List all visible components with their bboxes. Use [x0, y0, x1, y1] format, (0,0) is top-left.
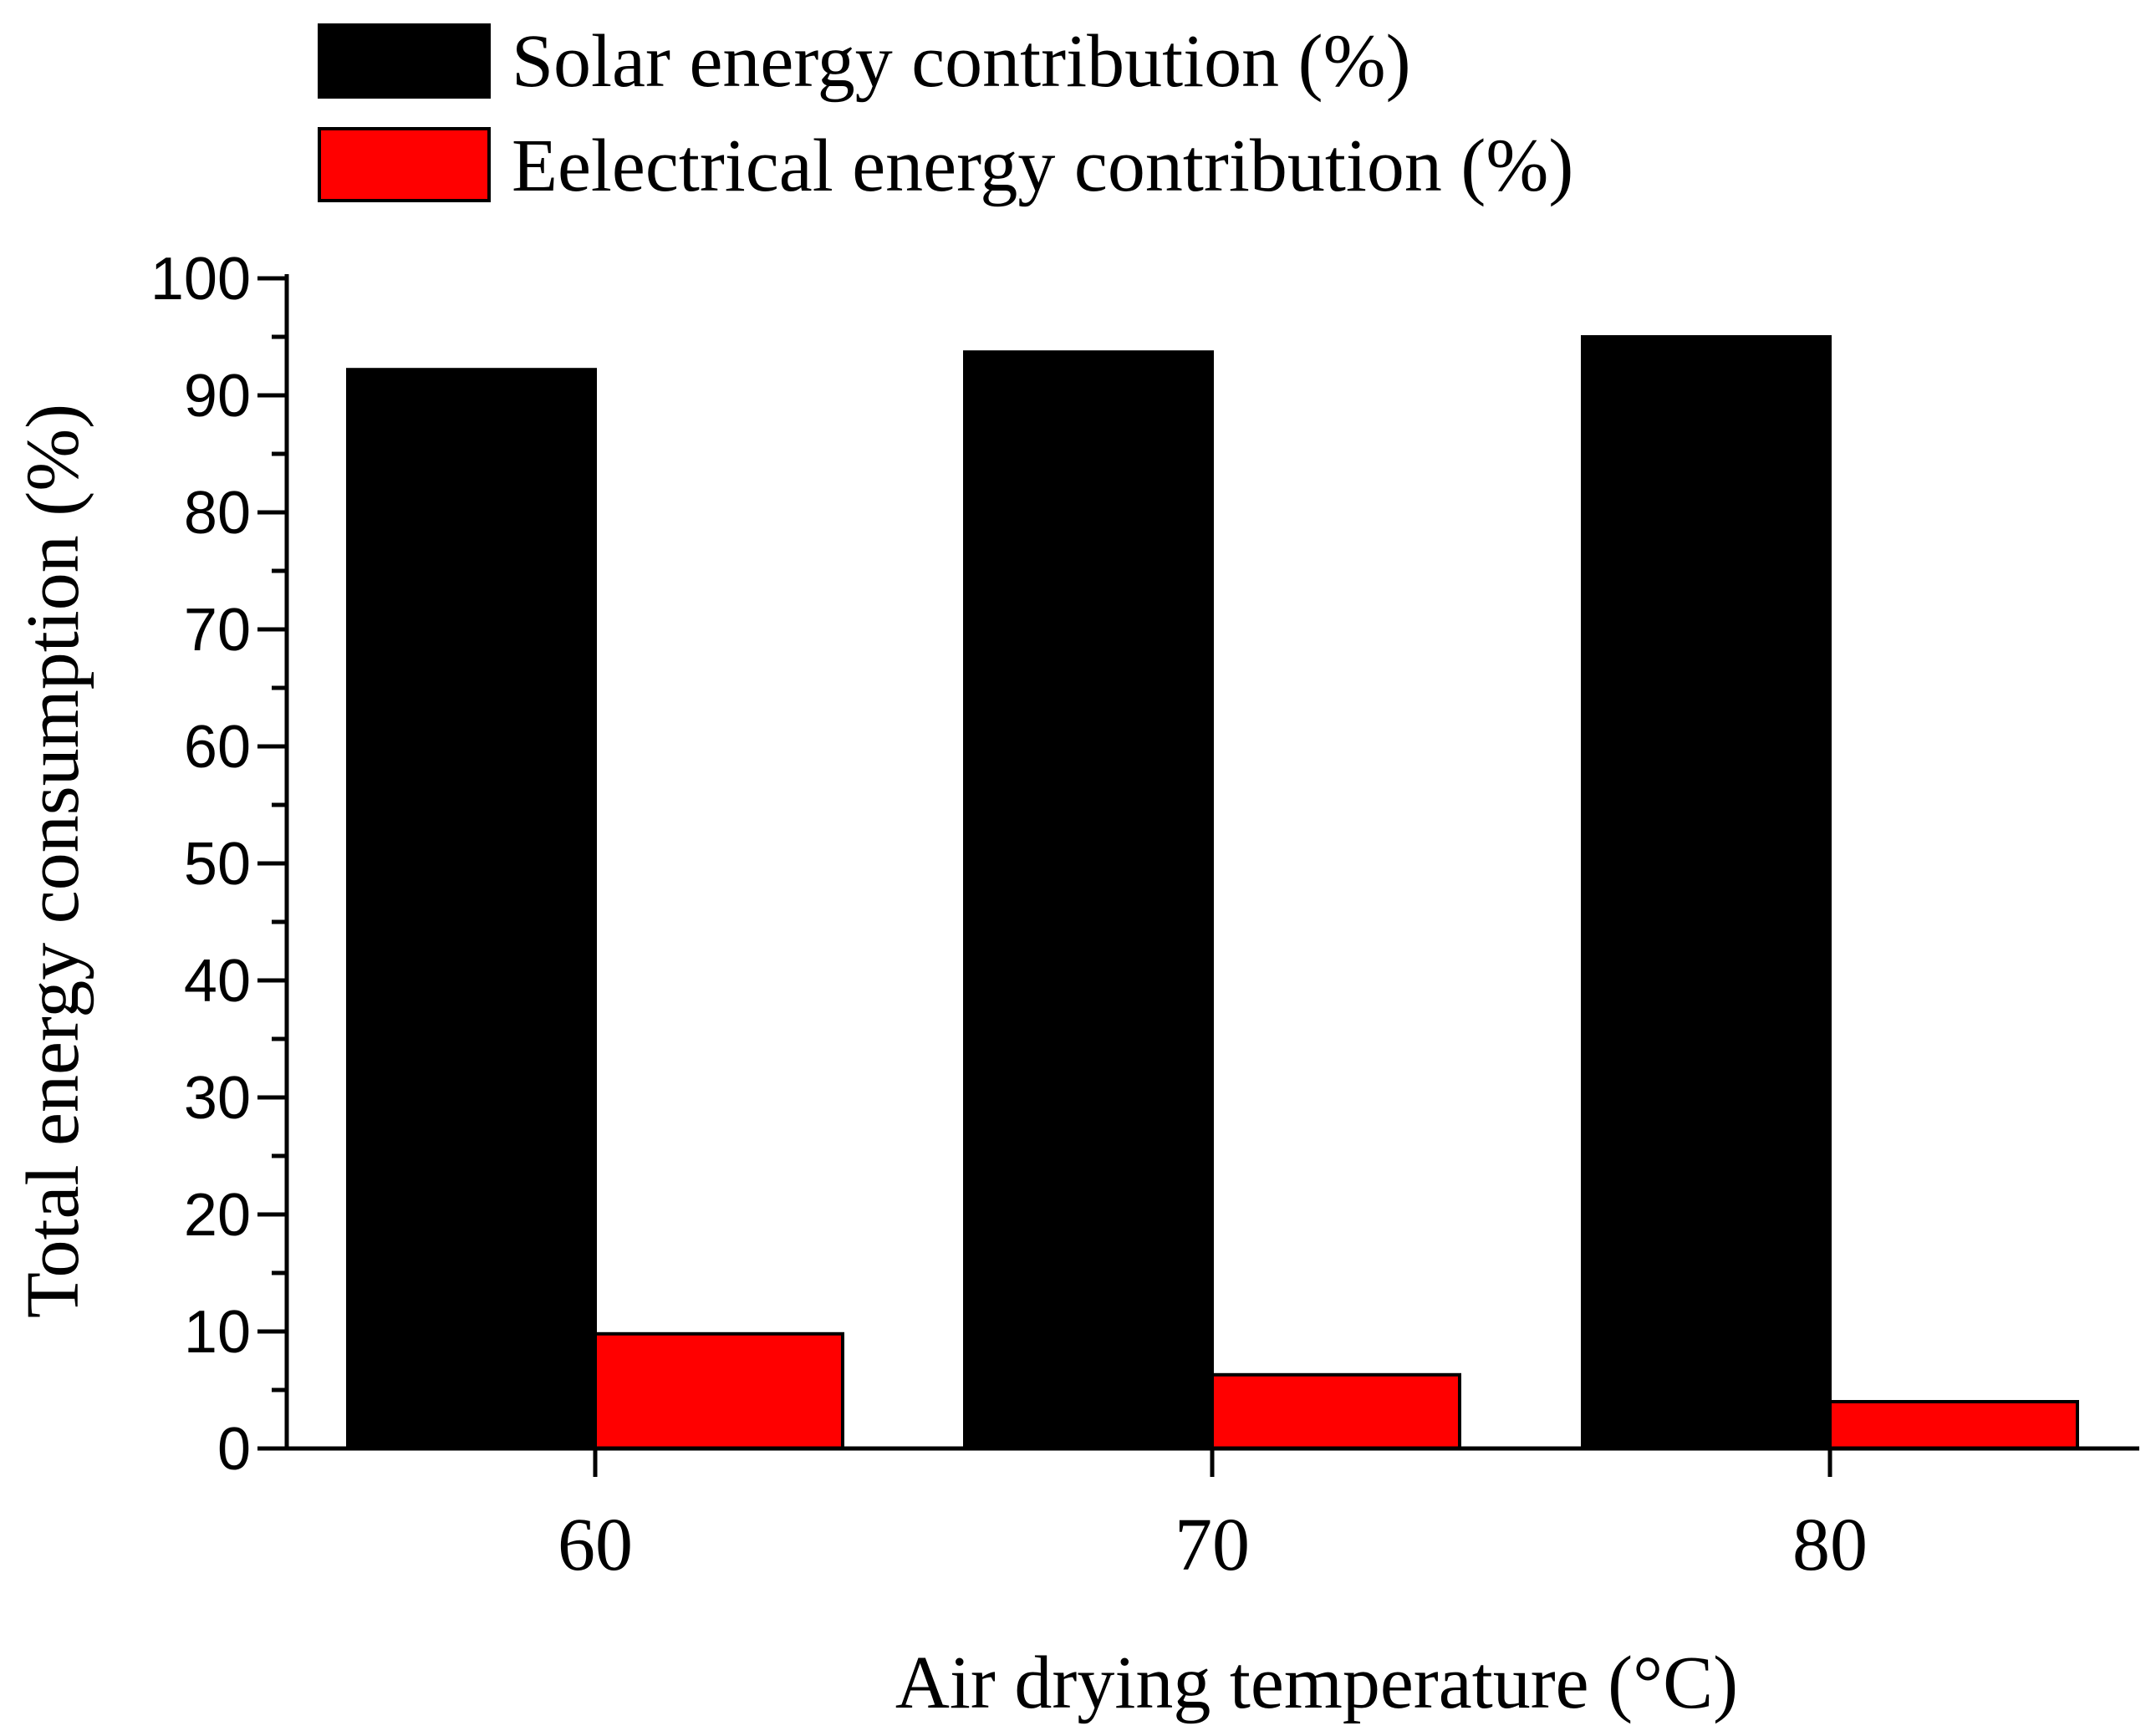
x-ticks: 60 70 80: [558, 1448, 1868, 1586]
bar-solar-70: [963, 350, 1214, 1451]
bar-electrical-60: [594, 1331, 844, 1451]
y-tick-label: 10: [184, 1299, 251, 1366]
y-tick-label: 50: [184, 831, 251, 898]
legend-label-electrical: Eelectrical energy contribution (%): [512, 125, 1573, 207]
bar-solar-60: [346, 368, 597, 1451]
y-tick-label: 90: [184, 363, 251, 430]
y-tick-label: 80: [184, 480, 251, 547]
x-tick-label: 70: [1175, 1504, 1250, 1586]
x-axis-title: Air drying temperature (°C): [895, 1642, 1738, 1724]
legend-label-solar: Solar energy contribution (%): [512, 20, 1411, 103]
y-tick-label: 30: [184, 1065, 251, 1132]
bar-electrical-80: [1828, 1400, 2079, 1450]
y-tick-label: 20: [184, 1182, 251, 1249]
legend-swatch-solar: [318, 23, 491, 99]
bars: [346, 335, 2079, 1451]
legend: Solar energy contribution (%) Eelectrica…: [318, 20, 1573, 207]
bar-solar-80: [1581, 335, 1832, 1450]
y-tick-label: 40: [184, 948, 251, 1015]
y-tick-label: 100: [150, 246, 251, 313]
y-tick-label: 60: [184, 714, 251, 781]
legend-swatch-electrical: [318, 127, 491, 202]
x-tick-label: 60: [558, 1504, 633, 1586]
y-tick-label: 0: [217, 1416, 251, 1483]
x-tick-label: 80: [1792, 1504, 1868, 1586]
y-ticks: 0 10 20 30 40 50 60 70 80 90 100: [150, 246, 287, 1483]
y-axis-title: Total energy consumption (%): [12, 404, 94, 1318]
bar-electrical-70: [1211, 1372, 1461, 1451]
y-tick-label: 70: [184, 597, 251, 664]
